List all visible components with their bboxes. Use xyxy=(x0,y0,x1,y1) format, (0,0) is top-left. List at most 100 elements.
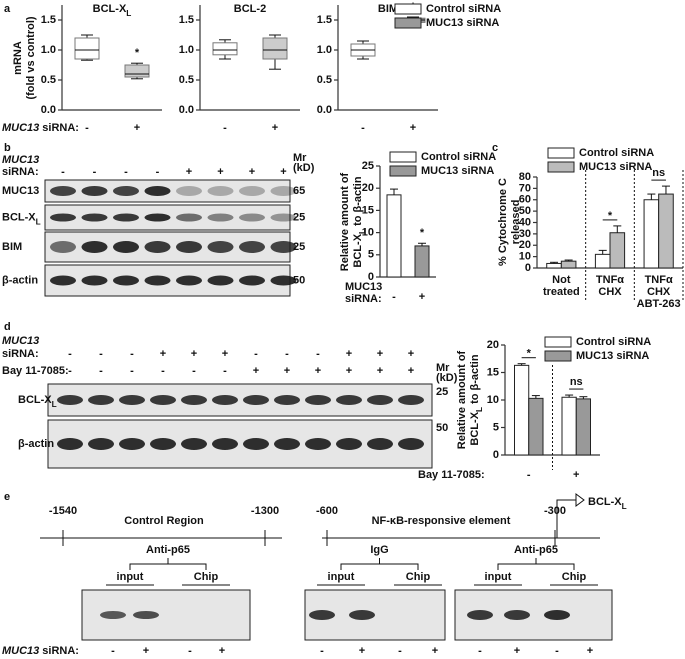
gene-label-part: L xyxy=(622,502,627,511)
legend-swatch xyxy=(389,165,417,177)
x-tick-label: CHX xyxy=(647,286,671,298)
lane-sign: - xyxy=(124,166,128,178)
blot-band xyxy=(113,241,139,253)
y-tick-label: 1.0 xyxy=(41,44,56,56)
legend-swatch xyxy=(547,161,575,173)
blot-band xyxy=(207,275,234,286)
x-tick-label: - xyxy=(223,122,227,134)
legend-swatch xyxy=(544,350,572,362)
row-header-part: siRNA: xyxy=(42,645,79,657)
blot-band xyxy=(336,395,362,405)
lane-sign: + xyxy=(346,348,352,360)
blot-band xyxy=(88,395,114,405)
row-header-part: Bay 11-7085: xyxy=(2,365,69,377)
row-header: MUC13 xyxy=(2,154,39,166)
box xyxy=(212,42,238,56)
blot-band xyxy=(467,610,493,620)
blot-band xyxy=(305,438,331,450)
x-axis-label: siRNA: xyxy=(345,293,382,305)
blot-band xyxy=(176,213,202,222)
y-tick-label: 0 xyxy=(368,271,374,283)
y-tick-label: 10 xyxy=(519,251,531,263)
blot-band xyxy=(270,275,297,286)
blot-band xyxy=(367,395,393,405)
row-label: β-actin xyxy=(2,274,38,286)
blot-band xyxy=(270,241,297,253)
blot-band xyxy=(50,213,76,222)
x-tick-label: Not xyxy=(552,274,571,286)
blot-band xyxy=(207,186,234,196)
x-tick-label: + xyxy=(419,291,425,303)
blot-band xyxy=(150,438,176,450)
blot-band xyxy=(270,186,297,196)
x-tick-label: + xyxy=(410,122,416,134)
bar xyxy=(414,245,430,278)
blot-band xyxy=(349,610,375,620)
blot-band xyxy=(81,213,108,222)
legend-label: MUC13 siRNA xyxy=(421,165,494,177)
bar xyxy=(560,260,577,269)
blot-band xyxy=(50,241,76,253)
y-tick-label: 0.5 xyxy=(179,74,194,86)
row-label: BIM xyxy=(2,241,22,253)
mr-value: 25 xyxy=(293,211,305,223)
bar xyxy=(386,194,402,278)
y-axis-label: Relative amount of xyxy=(456,350,468,449)
mr-value: 65 xyxy=(293,185,305,197)
gene-label: BCL-XL xyxy=(588,496,627,511)
lane-sign: + xyxy=(408,348,414,360)
row-header: MUC13 siRNA: xyxy=(2,645,79,657)
y-tick-label: 20 xyxy=(519,239,531,251)
y-axis-label-part: BCL-X xyxy=(352,233,364,267)
lane-label: Chip xyxy=(194,571,219,583)
y-axis-label-part: % Cytochrome C xyxy=(497,178,509,266)
blot-band xyxy=(144,213,171,222)
chart-title-part: BIM xyxy=(378,3,398,15)
bar xyxy=(546,262,562,269)
tss-arrowhead xyxy=(575,493,585,507)
y-tick-label: 80 xyxy=(519,171,531,183)
bar xyxy=(658,193,674,269)
y-axis-label-part: L xyxy=(358,229,367,234)
x-tick-label: CHX xyxy=(598,286,622,298)
blot-band xyxy=(270,213,297,222)
x-tick-label: + xyxy=(272,122,278,134)
blot-band xyxy=(305,395,331,405)
y-tick-label: 25 xyxy=(362,160,374,172)
blot-band xyxy=(239,213,265,222)
x-axis-label-part: MUC13 xyxy=(2,122,39,134)
gene-label-part: BCL-X xyxy=(588,496,622,508)
lane-sign: - xyxy=(161,365,165,377)
tss-arrow xyxy=(556,499,576,538)
y-axis-label: released xyxy=(510,200,522,245)
blot-band xyxy=(207,213,234,222)
row-label: β-actin xyxy=(18,438,54,450)
blot-band xyxy=(113,275,139,286)
blot-band xyxy=(50,186,76,196)
lane-sign: - xyxy=(130,348,134,360)
row-label-part: BCL-X xyxy=(2,211,36,223)
lane-sign: - xyxy=(398,645,402,657)
y-tick-label: 60 xyxy=(519,194,531,206)
blot-band xyxy=(50,275,76,286)
x-tick-label: - xyxy=(527,469,531,481)
blot-band xyxy=(504,610,530,620)
row-label-part: L xyxy=(36,217,41,226)
blot-band xyxy=(150,395,176,405)
lane-sign: - xyxy=(61,166,65,178)
lane-sign: + xyxy=(359,645,365,657)
legend-swatch xyxy=(394,3,422,15)
y-tick-label: 0.0 xyxy=(317,104,332,116)
y-tick-label: 1.0 xyxy=(317,44,332,56)
blot-band xyxy=(81,241,108,253)
legend-label: MUC13 siRNA xyxy=(426,17,499,29)
blot-band xyxy=(88,438,114,450)
mr-header: (kD) xyxy=(436,372,458,384)
legend-label: Control siRNA xyxy=(576,336,651,348)
legend-swatch xyxy=(389,151,417,163)
blot-band xyxy=(309,610,335,620)
blot-band xyxy=(57,438,83,450)
y-axis-label: % Cytochrome C xyxy=(497,178,509,266)
blot-band xyxy=(176,186,202,196)
y-tick-label: 0 xyxy=(493,449,499,461)
